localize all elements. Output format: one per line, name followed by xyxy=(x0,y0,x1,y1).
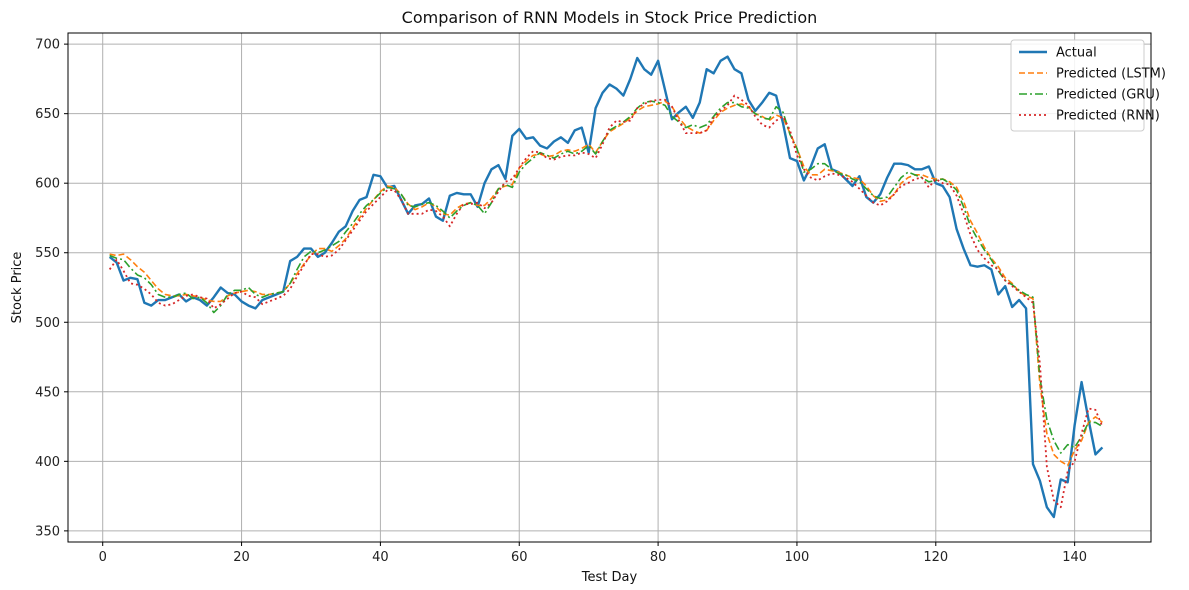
y-tick-label: 550 xyxy=(35,246,60,261)
series-layer xyxy=(108,55,1104,519)
y-tick-label: 350 xyxy=(35,524,60,539)
series-line-3 xyxy=(108,94,1104,509)
x-tick-label: 20 xyxy=(233,550,250,565)
legend-label-0: Actual xyxy=(1056,46,1097,61)
series-line-1 xyxy=(109,100,1103,467)
y-axis-label: Stock Price xyxy=(10,252,25,324)
x-tick-label: 0 xyxy=(99,550,107,565)
y-tick-label: 400 xyxy=(35,455,60,470)
y-tick-label: 650 xyxy=(35,107,60,122)
x-tick-label: 40 xyxy=(372,550,389,565)
x-tick-label: 60 xyxy=(511,550,528,565)
y-gridlines xyxy=(68,43,1151,532)
x-tick-label: 100 xyxy=(785,550,810,565)
x-tick-label: 80 xyxy=(650,550,667,565)
series-line-2 xyxy=(109,100,1103,454)
legend: Actual Predicted (LSTM) Predicted (GRU) Pre… xyxy=(1010,39,1166,132)
y-tick-label: 700 xyxy=(35,38,60,53)
y-tick-label: 500 xyxy=(35,316,60,331)
x-axis-label: Test Day xyxy=(581,570,638,585)
plot-frame xyxy=(67,32,1152,543)
y-tick-label: 450 xyxy=(35,385,60,400)
legend-label-3: Predicted (RNN) xyxy=(1056,109,1160,124)
legend-label-2: Predicted (GRU) xyxy=(1056,88,1160,103)
chart-title: Comparison of RNN Models in Stock Price … xyxy=(402,8,818,27)
x-tick-label: 120 xyxy=(923,550,948,565)
legend-label-1: Predicted (LSTM) xyxy=(1056,67,1166,82)
series-line-0 xyxy=(108,55,1104,519)
x-tick-label: 140 xyxy=(1062,550,1087,565)
x-axis-ticks: 0 20 40 60 80 100 120 140 xyxy=(99,542,1087,565)
y-tick-label: 600 xyxy=(35,177,60,192)
legend-box xyxy=(1010,39,1145,132)
y-axis-ticks: 350 400 450 500 550 600 650 700 xyxy=(35,38,68,539)
